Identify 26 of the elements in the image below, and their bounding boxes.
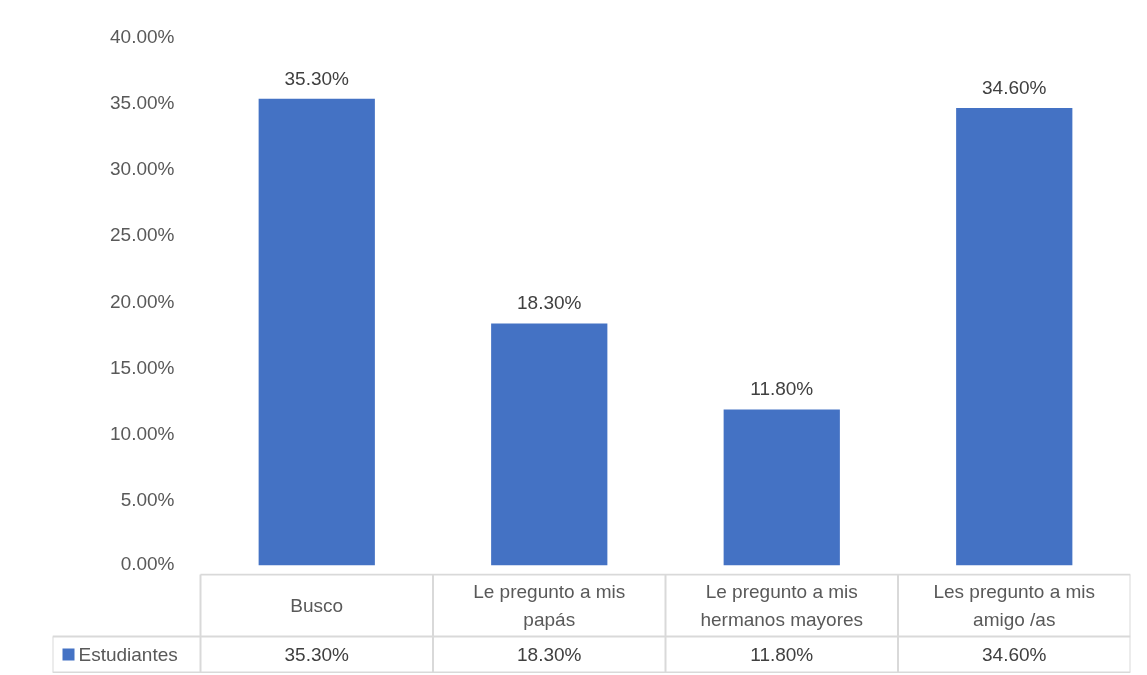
text: 18.30% [517,292,582,314]
y-tick-label: 40.00% [110,26,175,47]
y-tick-label: 35.00% [110,92,175,114]
bar [258,98,375,566]
y-tick-label: 20.00% [110,290,175,312]
x-tick-label: Le pregunto a mis papás [473,581,626,630]
y-tick-label: 15.00% [110,356,175,378]
y-tick-label: 25.00% [110,224,175,246]
y-tick-label: 5.00% [120,488,175,510]
bar [491,323,608,566]
data-label: 35.30% [284,644,350,665]
bar [956,107,1073,566]
data-label: 11.80% [750,644,814,665]
y-tick-label: 30.00% [110,158,175,180]
x-tick-label: Les pregunto a mis amigo /as [933,581,1096,630]
y-tick-label: 10.00% [110,422,175,444]
x-tick-label: Le pregunto a mis hermanos mayores [700,581,864,630]
text: 35.30% [284,67,349,89]
data-label: 34.60% [982,644,1047,665]
x-tick-label: Busco [290,595,344,616]
text: 11.80% [750,378,814,400]
text: 34.60% [982,76,1047,98]
bar [723,409,840,566]
legend-label: Estudiantes [78,644,178,665]
data-label: 18.30% [517,644,582,665]
y-tick-label: 0.00% [120,552,175,574]
